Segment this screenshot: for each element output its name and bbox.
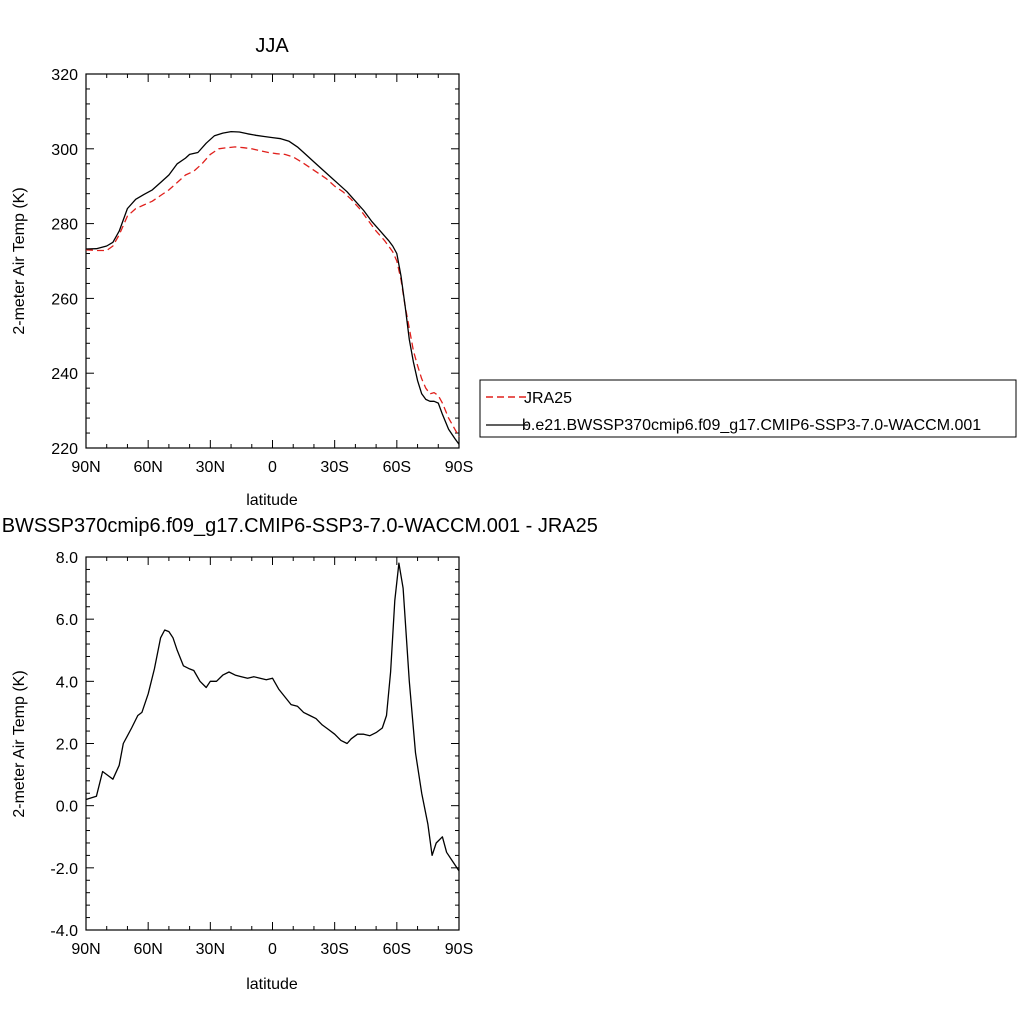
bottom-series-line-difference [85,562,460,872]
top-y-tick-label: 220 [51,441,78,458]
legend-label-model: b.e21.BWSSP370cmip6.f09_g17.CMIP6-SSP3-7… [522,417,981,434]
top-x-tick-label: 90N [71,459,100,476]
bottom-x-axis-label: latitude [246,976,298,993]
top-panel: JJA 90N 60N 30N 0 30S 60S 90S 220 240 260 280 300 32… [11,35,473,509]
top-x-tick-label: 60N [133,459,162,476]
top-plot-frame [85,73,460,449]
top-series-line-b [85,130,460,445]
legend: JRA25 b.e21.BWSSP370cmip6.f09_g17.CMIP6-… [479,379,1017,438]
top-series-group [85,130,460,445]
top-y-tick-label: 260 [51,291,78,308]
bottom-y-tick-label: 0.0 [56,799,78,816]
bottom-x-tick-label: 30N [196,941,225,958]
top-chart-title: JJA [255,35,289,57]
bottom-series-group [85,562,460,872]
bottom-x-tick-label: 30S [320,941,348,958]
bottom-chart-title: b.e21.BWSSP370cmip6.f09_g17.CMIP6-SSP3-7… [0,515,598,537]
top-y-axis-label: 2-meter Air Temp (K) [11,187,28,334]
bottom-x-tick-label: 60N [133,941,162,958]
legend-box [479,379,1017,438]
bottom-x-tick-label: 90N [71,941,100,958]
bottom-x-tick-label: 60S [383,941,411,958]
bottom-y-tick-label: -4.0 [50,923,78,940]
bottom-plot-frame [85,556,460,931]
bottom-y-axis-label: 2-meter Air Temp (K) [11,670,28,817]
top-series-line-jra25 [85,146,460,438]
legend-label-jra25: JRA25 [524,390,572,407]
bottom-y-tick-label: 8.0 [56,550,78,567]
top-axes: 90N 60N 30N 0 30S 60S 90S 220 240 260 280 300 320 [51,67,473,476]
bottom-y-tick-label: 2.0 [56,737,78,754]
bottom-axes: 90N 60N 30N 0 30S 60S 90S -4.0 -2.0 0.0 2.0 4.0 6.0 8… [50,550,473,958]
top-x-tick-label: 0 [268,459,277,476]
bottom-x-tick-label: 90S [445,941,473,958]
top-x-tick-label: 90S [445,459,473,476]
top-y-tick-label: 240 [51,366,78,383]
top-y-tick-label: 300 [51,142,78,159]
top-x-axis-label: latitude [246,492,298,509]
bottom-y-tick-label: -2.0 [50,861,78,878]
bottom-y-tick-label: 6.0 [56,612,78,629]
top-y-tick-label: 280 [51,217,78,234]
bottom-y-tick-label: 4.0 [56,674,78,691]
top-x-tick-label: 60S [383,459,411,476]
bottom-panel: b.e21.BWSSP370cmip6.f09_g17.CMIP6-SSP3-7… [0,515,598,993]
top-y-tick-label: 320 [51,67,78,84]
top-x-tick-label: 30N [196,459,225,476]
top-x-tick-label: 30S [320,459,348,476]
bottom-x-tick-label: 0 [268,941,277,958]
